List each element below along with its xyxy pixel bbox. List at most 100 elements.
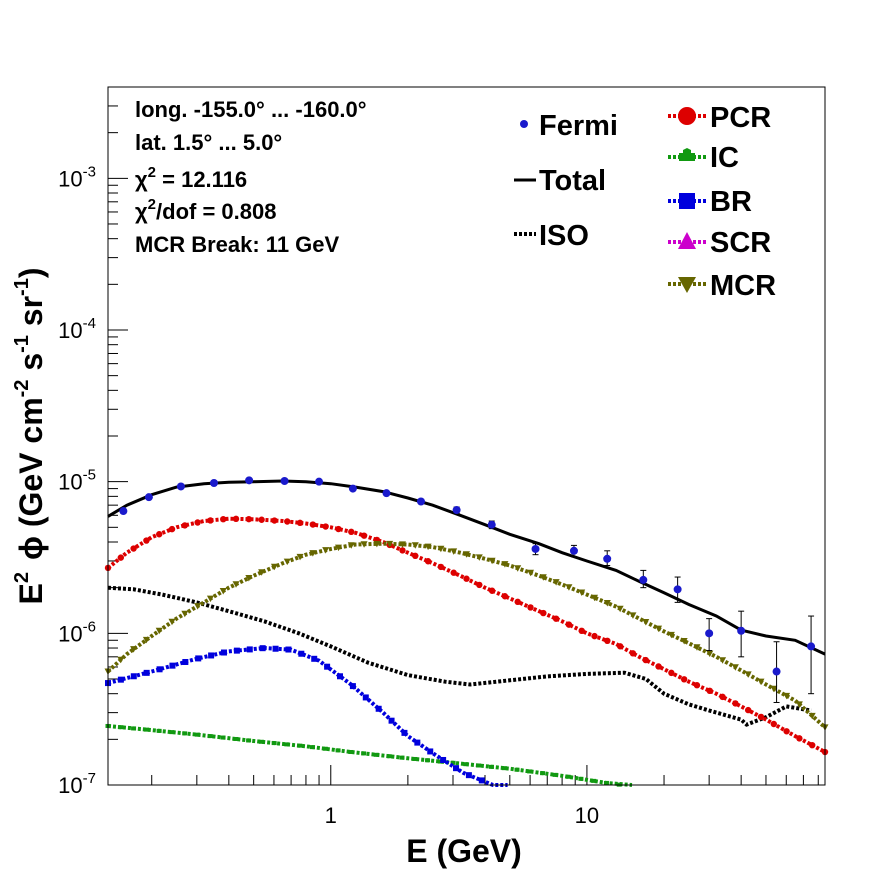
- series-point-ic: [246, 738, 252, 743]
- series-point-pcr: [540, 609, 547, 617]
- series-point-mcr: [655, 625, 663, 633]
- series-point-pcr: [463, 575, 470, 582]
- series-point-mcr: [706, 650, 714, 658]
- fermi-point: [772, 667, 781, 676]
- series-point-br: [349, 683, 356, 690]
- series-point-mcr: [386, 540, 394, 548]
- info-longitude: long. -155.0° ... -160.0°: [135, 97, 367, 122]
- series-point-mcr: [194, 603, 202, 610]
- series-point-pcr: [514, 598, 521, 606]
- y-axis-title-e: E: [13, 583, 49, 604]
- series-point-mcr: [527, 569, 535, 577]
- y-axis-title-sr-exp: -1: [11, 278, 33, 296]
- series-point-ic: [233, 736, 239, 741]
- series-point-ic: [348, 749, 354, 754]
- series-point-pcr: [565, 621, 573, 628]
- series-point-mcr: [693, 644, 701, 651]
- series-point-pcr: [757, 713, 765, 721]
- series-point-ic: [514, 767, 520, 772]
- fermi-point: [348, 484, 357, 493]
- legend-item-ic: IC: [668, 142, 739, 174]
- series-point-ic: [552, 772, 558, 777]
- info-chi2dof-value: /dof = 0.808: [156, 199, 276, 224]
- info-chi2dof-symbol: χ: [135, 199, 148, 224]
- series-point-mcr: [334, 544, 342, 552]
- series-point-pcr: [309, 521, 317, 528]
- legend-label-pcr: PCR: [710, 102, 771, 134]
- series-point-pcr: [335, 525, 342, 533]
- series-point-br: [440, 756, 447, 763]
- series-point-pcr: [424, 558, 432, 565]
- series-point-mcr: [667, 631, 675, 639]
- info-chi2: χ2 = 12.116: [135, 164, 247, 192]
- series-point-ic: [156, 728, 162, 733]
- series-point-pcr: [770, 720, 777, 728]
- info-chi2-sup: 2: [148, 164, 156, 181]
- legend-marker-scr: [678, 232, 696, 249]
- series-point-br: [246, 646, 253, 653]
- legend-item-scr: SCR: [668, 227, 771, 259]
- series-line-br: [107, 645, 508, 787]
- series-point-pcr: [156, 531, 163, 538]
- series-point-ic: [425, 758, 431, 763]
- fermi-point: [144, 493, 153, 502]
- series-point-mcr: [219, 587, 227, 595]
- series-point-br: [285, 646, 292, 653]
- series-point-br: [143, 669, 150, 676]
- y-tick-label: 10-4: [58, 315, 96, 343]
- series-point-pcr: [130, 545, 137, 552]
- series-point-ic: [463, 762, 469, 767]
- series-point-br: [311, 655, 318, 662]
- fermi-point: [569, 546, 578, 555]
- series-point-br: [337, 673, 344, 680]
- series-point-pcr: [412, 552, 419, 560]
- series-point-pcr: [437, 563, 445, 571]
- series-point-pcr: [284, 518, 291, 525]
- fermi-point: [807, 642, 816, 651]
- legend-label-mcr: MCR: [710, 270, 776, 302]
- legend-label-iso: ISO: [539, 220, 589, 252]
- series-point-mcr: [270, 563, 278, 571]
- info-chi2-value: = 12.116: [156, 167, 247, 192]
- y-axis-title-sq: 2: [11, 572, 33, 583]
- legend-label-fermi: Fermi: [539, 110, 618, 142]
- fermi-point: [603, 554, 612, 563]
- series-point-br: [221, 649, 228, 656]
- series-point-ic: [284, 742, 290, 747]
- series-point-br: [156, 666, 163, 673]
- series-point-mcr: [565, 584, 573, 591]
- series-point-pcr: [501, 593, 509, 600]
- series-point-mcr: [744, 671, 752, 678]
- series-point-mcr: [296, 553, 304, 561]
- series-point-mcr: [463, 551, 470, 558]
- series-point-mcr: [552, 579, 560, 586]
- series-point-pcr: [168, 525, 176, 533]
- legend-label-br: BR: [710, 186, 752, 218]
- series-point-ic: [373, 752, 379, 757]
- y-axis-title-close: ): [13, 267, 49, 278]
- y-axis-title-sr: sr: [13, 296, 49, 335]
- series-point-pcr: [552, 615, 560, 622]
- series-total: [107, 479, 826, 656]
- fermi-point: [315, 477, 324, 486]
- fermi-point: [737, 626, 746, 635]
- series-point-pcr: [680, 676, 688, 683]
- series-point-ic: [118, 725, 124, 730]
- series-point-mcr: [770, 685, 778, 693]
- x-axis-title: E (GeV): [406, 833, 522, 869]
- series-point-br: [324, 663, 331, 670]
- x-tick-label: 10: [575, 803, 599, 828]
- series-line-ic: [107, 724, 633, 787]
- series-point-pcr: [181, 522, 189, 529]
- axes: 1 10 10-7 10-6 10-5 10-4 10-3: [58, 86, 819, 828]
- series-point-mcr: [578, 589, 586, 596]
- series-point-mcr: [347, 542, 355, 549]
- series-line-mcr: [106, 541, 827, 729]
- series-point-mcr: [373, 540, 381, 548]
- series-point-pcr: [527, 604, 534, 611]
- series-point-mcr: [603, 600, 611, 607]
- legend-label-scr: SCR: [710, 227, 771, 259]
- series-point-br: [362, 694, 369, 701]
- fermi-point: [705, 629, 714, 638]
- fermi-point: [280, 477, 289, 486]
